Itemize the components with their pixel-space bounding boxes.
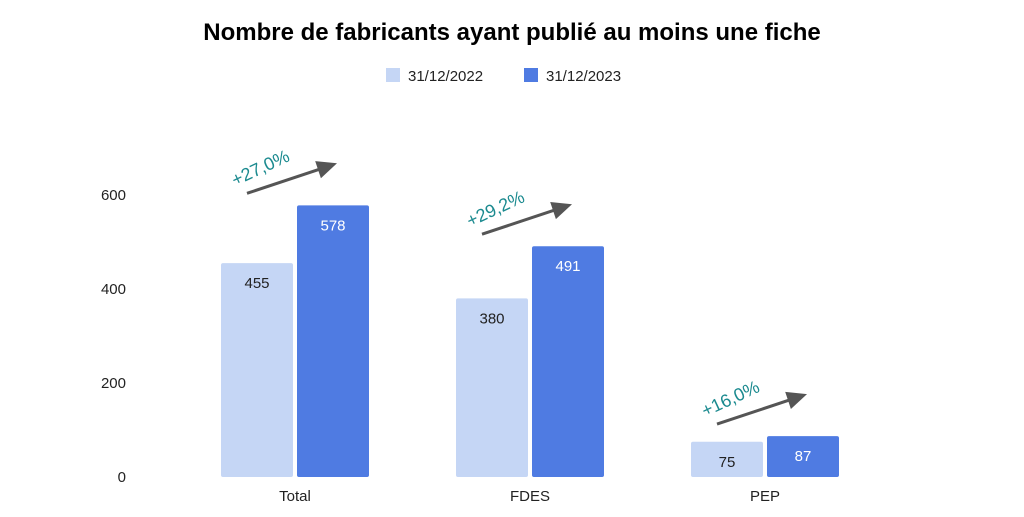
chart-title: Nombre de fabricants ayant publié au moi… [203, 19, 820, 46]
y-axis: 0 200 400 600 [101, 187, 126, 486]
data-label: 87 [795, 448, 812, 465]
x-tick-label: PEP [750, 488, 780, 505]
growth-label: +27,0% [228, 146, 292, 190]
bar-fdes-2022 [456, 298, 528, 477]
legend-swatch-2023 [524, 68, 538, 82]
data-label: 380 [479, 310, 504, 327]
growth-arrow-head [785, 391, 807, 409]
data-label: 491 [555, 258, 580, 275]
x-tick-label: FDES [510, 488, 550, 505]
data-label: 75 [719, 454, 736, 471]
bar-total-2022 [221, 263, 293, 477]
bars: 455 578 380 491 75 87 [221, 205, 839, 477]
legend-swatch-2022 [386, 68, 400, 82]
y-tick-label: 600 [101, 187, 126, 204]
growth-arrow-head [550, 202, 572, 220]
bar-pep-2023 [767, 436, 839, 477]
growth-arrow [246, 165, 327, 195]
data-label: 455 [244, 275, 269, 292]
legend-label-2022: 31/12/2022 [408, 68, 483, 85]
bar-fdes-2023 [532, 246, 604, 477]
data-label: 578 [320, 217, 345, 234]
x-axis: Total FDES PEP [279, 488, 780, 505]
bar-pep-2022 [691, 441, 763, 477]
y-tick-label: 0 [118, 469, 126, 486]
growth-label: +29,2% [463, 187, 527, 231]
y-tick-label: 400 [101, 281, 126, 298]
growth-arrow [716, 396, 797, 426]
x-tick-label: Total [279, 488, 311, 505]
growth-arrow-head [315, 161, 337, 179]
legend-label-2023: 31/12/2023 [546, 68, 621, 85]
bar-total-2023 [297, 205, 369, 477]
growth-arrow [481, 206, 562, 236]
y-tick-label: 200 [101, 375, 126, 392]
growth-label: +16,0% [698, 377, 762, 421]
legend: 31/12/2022 31/12/2023 [386, 68, 621, 85]
